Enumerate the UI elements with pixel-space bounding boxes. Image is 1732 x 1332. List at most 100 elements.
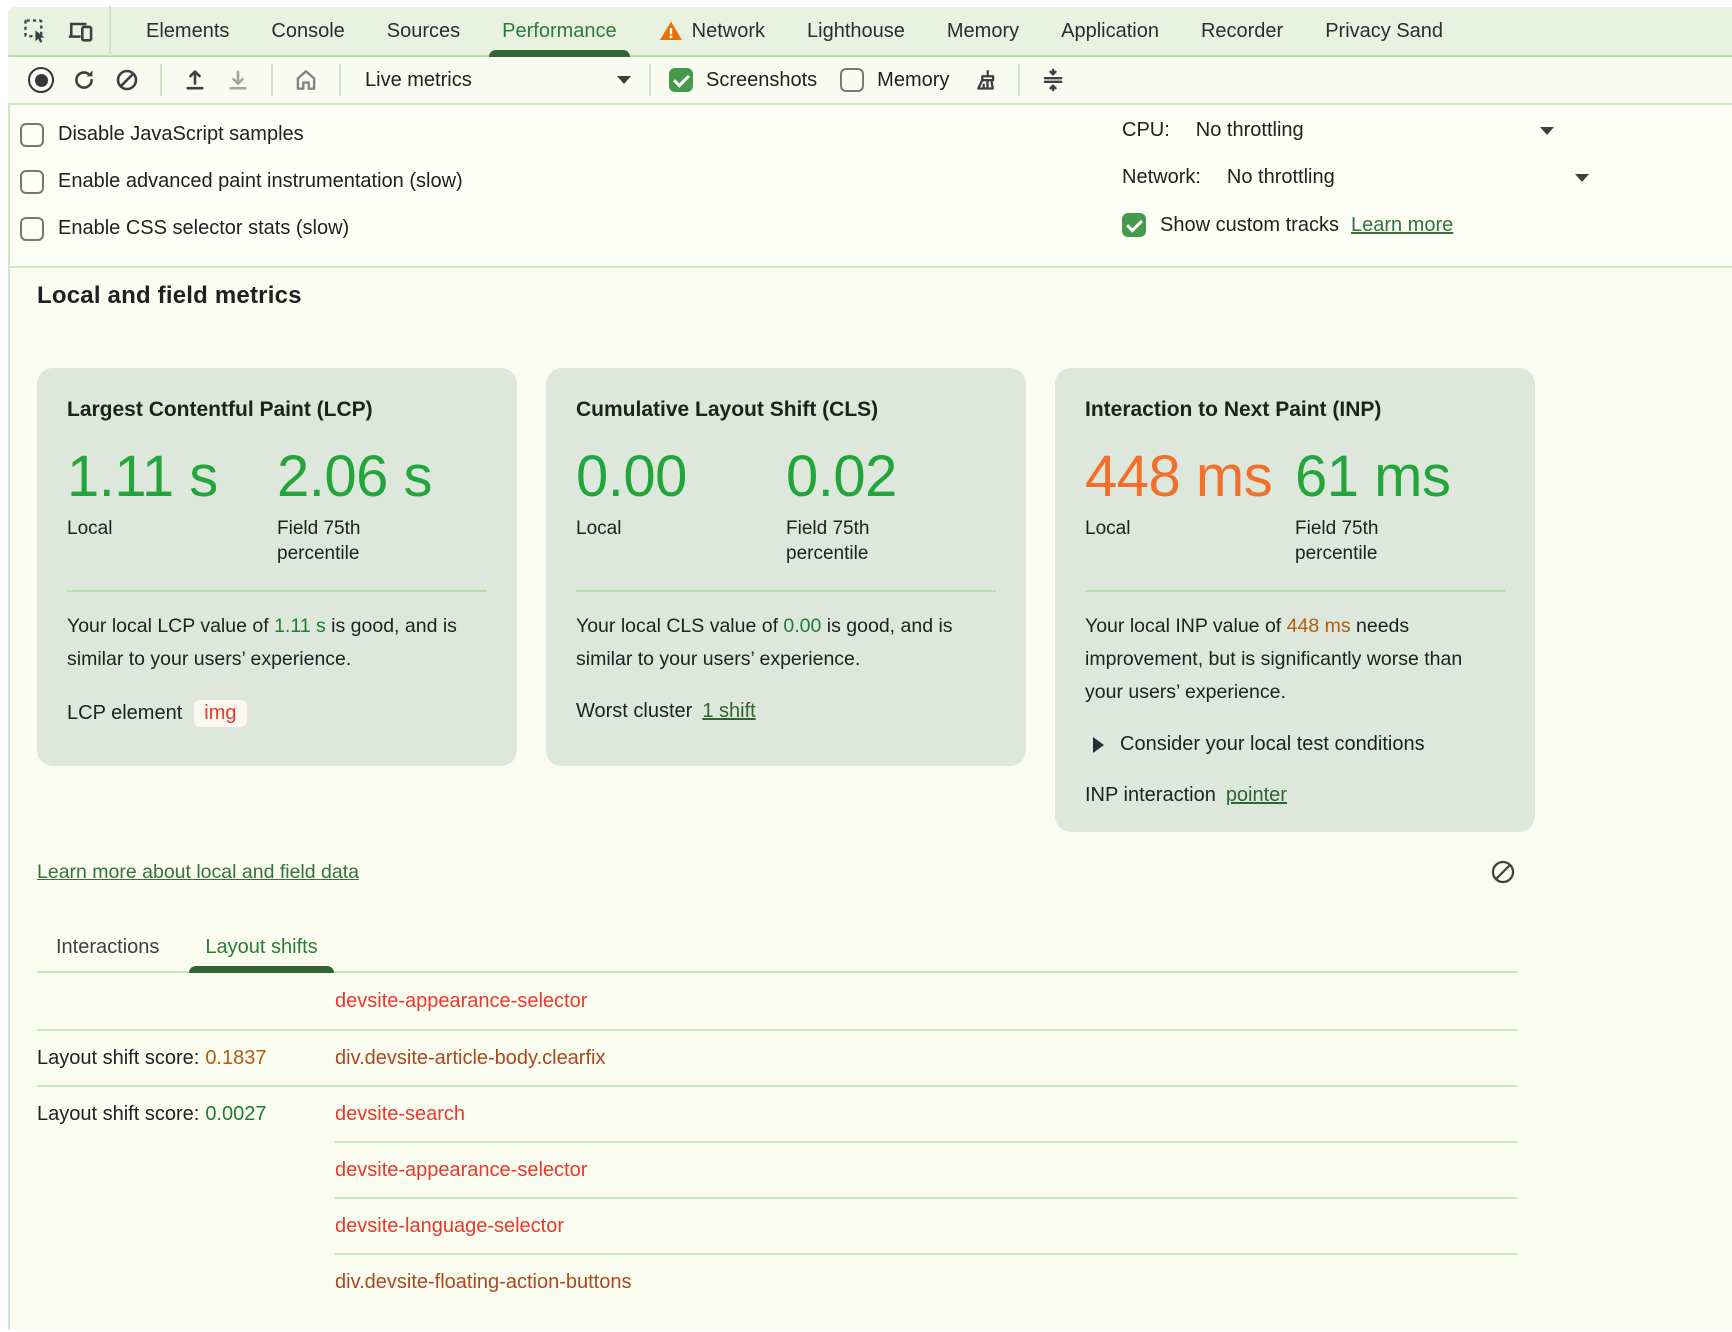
screenshots-label: Screenshots (706, 69, 817, 92)
inp-card-title: Interaction to Next Paint (INP) (1085, 398, 1505, 422)
collect-garbage-icon[interactable] (970, 65, 1000, 95)
block-icon[interactable] (112, 65, 142, 95)
download-icon[interactable] (223, 65, 253, 95)
cls-local-value: 0.00 (576, 448, 786, 506)
layout-shift-row: Layout shift score: 0.0027 devsite-searc… (37, 1085, 1517, 1141)
element-link[interactable]: devsite-search (335, 1087, 1517, 1141)
tab-performance[interactable]: Performance (481, 7, 638, 55)
tab-interactions[interactable]: Interactions (37, 936, 178, 971)
lcp-inline-value: 1.11 s (274, 615, 326, 637)
lcp-element-link[interactable]: img (194, 700, 246, 727)
layout-shift-row: Layout shift score: 0.1837 div.devsite-a… (37, 1029, 1517, 1085)
cls-card-title: Cumulative Layout Shift (CLS) (576, 398, 996, 422)
inp-interaction-link[interactable]: pointer (1226, 784, 1287, 807)
element-link[interactable]: devsite-appearance-selector (335, 973, 1517, 1029)
tab-console[interactable]: Console (250, 7, 365, 55)
memory-checkbox[interactable] (840, 68, 864, 92)
lcp-element-label: LCP element (67, 702, 182, 725)
cpu-throttling-select[interactable]: CPU: No throttling (1122, 119, 1554, 142)
element-link[interactable]: devsite-language-selector (335, 1197, 1517, 1253)
show-custom-tracks-row[interactable]: Show custom tracks Learn more (1122, 213, 1453, 237)
reload-icon[interactable] (69, 65, 99, 95)
lcp-local-value: 1.11 s (67, 448, 277, 506)
shift-score-cell (37, 973, 335, 1029)
show-custom-tracks-checkbox[interactable] (1122, 213, 1146, 237)
layout-shifts-table: devsite-appearance-selector Layout shift… (37, 973, 1517, 1309)
layout-shift-row: devsite-appearance-selector (37, 973, 1517, 1029)
tab-network[interactable]: Network (638, 7, 786, 55)
worst-cluster-link[interactable]: 1 shift (702, 700, 755, 723)
network-throttling-select[interactable]: Network: No throttling (1122, 166, 1589, 189)
device-toolbar-icon[interactable] (65, 16, 95, 46)
home-icon[interactable] (291, 65, 321, 95)
tab-recorder[interactable]: Recorder (1180, 7, 1304, 55)
dropdown-caret-icon (1575, 174, 1589, 182)
inp-values: 448 ms Local 61 ms Field 75th percentile (1085, 448, 1505, 566)
tab-memory[interactable]: Memory (926, 7, 1040, 55)
dropdown-caret-icon (617, 76, 631, 84)
local-test-conditions-expander[interactable]: Consider your local test conditions (1085, 733, 1505, 756)
css-selector-stats-checkbox[interactable] (20, 217, 44, 241)
shift-score-value: 0.1837 (205, 1047, 266, 1070)
view-mode-select[interactable]: Live metrics (359, 69, 631, 92)
advanced-paint-checkbox[interactable] (20, 170, 44, 194)
main-tabbar: Elements Console Sources Performance Net… (8, 7, 1732, 57)
dropdown-caret-icon (1540, 127, 1554, 135)
lcp-field-value: 2.06 s (277, 448, 487, 506)
tab-layout-shifts[interactable]: Layout shifts (186, 936, 336, 971)
inp-inline-value: 448 ms (1287, 615, 1351, 637)
element-link[interactable]: devsite-appearance-selector (335, 1141, 1517, 1197)
advanced-paint-label: Enable advanced paint instrumentation (s… (58, 170, 463, 193)
learn-more-link[interactable]: Learn more (1351, 214, 1453, 237)
worst-cluster-label: Worst cluster (576, 700, 692, 723)
view-mode-label: Live metrics (365, 69, 472, 92)
capture-settings: Disable JavaScript samples Enable advanc… (8, 105, 1732, 266)
inp-interaction-label: INP interaction (1085, 784, 1216, 807)
toolbar-divider (649, 64, 651, 96)
memory-checkbox-row[interactable]: Memory (840, 68, 949, 92)
tab-lighthouse[interactable]: Lighthouse (786, 7, 926, 55)
tab-application[interactable]: Application (1040, 7, 1180, 55)
cls-description: Your local CLS value of 0.00 is good, an… (576, 610, 996, 676)
metrics-heading: Local and field metrics (37, 282, 1732, 310)
lcp-field-label: Field 75th percentile (277, 516, 427, 566)
performance-toolbar: Live metrics Screenshots Memory (8, 57, 1732, 105)
screenshots-checkbox-row[interactable]: Screenshots (669, 68, 817, 92)
lcp-values: 1.11 s Local 2.06 s Field 75th percentil… (67, 448, 487, 566)
inp-card: Interaction to Next Paint (INP) 448 ms L… (1055, 368, 1535, 832)
clear-log-icon[interactable] (1489, 858, 1517, 886)
warning-icon (659, 19, 683, 43)
collapse-icon[interactable] (1038, 65, 1068, 95)
cpu-label: CPU: (1122, 119, 1170, 142)
tab-sources[interactable]: Sources (366, 7, 481, 55)
element-link[interactable]: div.devsite-article-body.clearfix (335, 1031, 1517, 1085)
upload-icon[interactable] (180, 65, 210, 95)
toolbar-divider (271, 64, 273, 96)
learn-more-local-field-link[interactable]: Learn more about local and field data (37, 861, 359, 884)
inspect-element-icon[interactable] (21, 16, 51, 46)
record-icon[interactable] (26, 65, 56, 95)
local-test-conditions-label: Consider your local test conditions (1120, 733, 1425, 756)
shift-score-cell (37, 1141, 335, 1197)
show-custom-tracks-label: Show custom tracks (1160, 214, 1339, 237)
css-selector-stats-row[interactable]: Enable CSS selector stats (slow) (20, 205, 1732, 252)
toolbar-divider (1018, 64, 1020, 96)
cls-card: Cumulative Layout Shift (CLS) 0.00 Local… (546, 368, 1026, 766)
network-value: No throttling (1227, 166, 1575, 189)
lcp-card: Largest Contentful Paint (LCP) 1.11 s Lo… (37, 368, 517, 766)
element-link[interactable]: div.devsite-floating-action-buttons (335, 1253, 1517, 1309)
tab-privacy-sandbox[interactable]: Privacy Sand (1304, 7, 1464, 55)
tab-elements[interactable]: Elements (125, 7, 250, 55)
screenshots-checkbox[interactable] (669, 68, 693, 92)
lcp-local-label: Local (67, 516, 217, 541)
inp-local-label: Local (1085, 516, 1235, 541)
tabbar-icon-group (8, 16, 109, 46)
toolbar-divider (160, 64, 162, 96)
disable-js-samples-checkbox[interactable] (20, 123, 44, 147)
network-label: Network: (1122, 166, 1201, 189)
card-divider (1085, 590, 1505, 592)
cls-values: 0.00 Local 0.02 Field 75th percentile (576, 448, 996, 566)
layout-shift-row: devsite-language-selector (37, 1197, 1517, 1253)
cls-local-label: Local (576, 516, 726, 541)
metric-cards: Largest Contentful Paint (LCP) 1.11 s Lo… (37, 368, 1732, 832)
